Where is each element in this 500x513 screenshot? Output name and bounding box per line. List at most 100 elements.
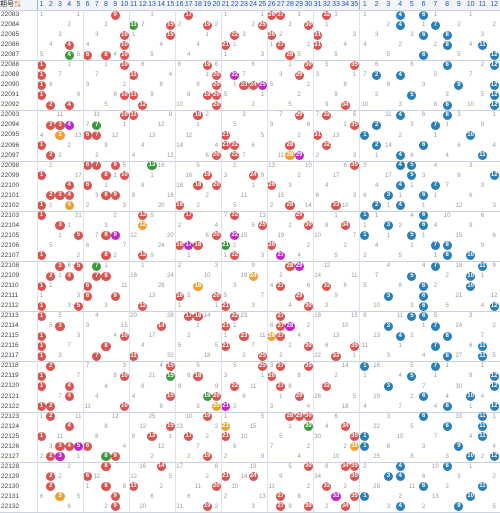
front-ball: 28 [285,321,295,331]
period-header[interactable]: 期号⇅ [0,0,37,10]
omission-count: 5 [325,62,329,69]
omission-count: 8 [159,403,163,410]
row-group-divider [0,411,500,413]
omission-count: 3 [95,32,99,39]
omission-count: 17 [176,463,183,470]
omission-count: 4 [214,222,219,229]
back-ball: 8 [442,351,452,361]
back-ball: 5 [407,311,417,321]
period-number: 22100 [1,181,20,189]
omission-count: 14 [341,363,349,370]
omission-count: 12 [130,232,137,239]
omission-count: 2 [177,263,182,270]
omission-count: 1 [177,303,182,310]
omission-count: 8 [113,92,117,99]
header-front-number: 12 [138,0,148,10]
period-number: 22084 [1,21,20,29]
omission-count: 2 [398,493,402,500]
header-front-number: 1 [37,0,47,10]
omission-count: 6 [386,443,391,450]
front-ball: 4 [64,191,74,201]
period-number: 22095 [1,131,20,139]
back-ball: 4 [395,502,405,512]
omission-count: 1 [233,162,237,169]
front-ball: 16 [175,241,185,251]
omission-count: 11 [268,483,275,490]
omission-count: 4 [398,373,402,380]
front-ball: 24 [248,271,258,281]
front-ball: 1 [37,432,47,442]
omission-count: 1 [374,212,379,219]
omission-count: 1 [214,303,219,310]
omission-count: 2 [39,453,44,460]
omission-count: 3 [386,503,391,510]
front-ball: 27 [276,331,286,341]
omission-count: 4 [95,393,99,400]
header-front-number: 14 [156,0,166,10]
omission-count: 4 [492,443,496,450]
back-ball: 6 [419,281,429,291]
omission-count: 6 [233,443,237,450]
omission-count: 6 [306,122,311,129]
back-ball: 2 [372,141,382,151]
front-ball: 30 [303,301,313,311]
omission-count: 5 [363,283,367,290]
sort-arrow-icon[interactable]: ⇅ [14,1,21,8]
omission-count: 11 [277,152,284,159]
omission-count: 1 [104,182,108,189]
back-ball: 8 [442,251,452,261]
omission-count: 4 [386,263,391,270]
omission-count: 1 [352,72,357,79]
omission-count: 2 [205,433,209,440]
period-number: 22128 [1,462,20,470]
front-ball: 5 [73,301,83,311]
front-ball: 8 [101,482,111,492]
front-ball: 6 [83,291,93,301]
back-ball: 8 [442,110,452,120]
front-ball: 1 [37,341,47,351]
omission-count: 9 [76,92,81,99]
omission-count: 2 [386,22,391,29]
front-ball: 19 [202,90,212,100]
omission-count: 5 [122,162,127,169]
omission-count: 6 [150,493,154,500]
front-ball: 21 [221,422,231,432]
front-ball: 30 [303,412,313,422]
front-ball: 34 [340,100,350,110]
omission-count: 12 [455,202,463,209]
front-ball: 20 [211,392,221,402]
front-ball: 1 [37,351,47,361]
omission-count: 4 [39,132,44,139]
omission-count: 3 [421,82,426,89]
back-ball: 4 [395,70,405,80]
omission-count: 4 [122,443,127,450]
period-number: 22098 [1,161,20,169]
omission-count: 2 [433,42,438,49]
period-number: 22121 [1,392,20,400]
back-ball: 6 [419,311,429,321]
omission-count: 10 [305,162,312,169]
front-ball: 12 [138,100,148,110]
front-ball: 3 [55,442,65,452]
column-guide [359,10,360,512]
back-ball: 11 [477,482,487,492]
front-ball: 35 [349,60,359,70]
omission-count: 16 [139,463,147,470]
omission-count: 5 [49,242,53,249]
period-number: 22113 [1,312,19,320]
front-ball: 28 [285,261,295,271]
front-ball: 15 [165,361,175,371]
omission-count: 1 [187,252,191,259]
omission-count: 4 [343,42,347,49]
omission-count: 2 [445,483,449,490]
omission-count: 5 [352,112,357,119]
omission-count: 1 [433,252,438,259]
front-ball: 21 [221,402,231,412]
back-ball: 3 [383,321,393,331]
front-ball: 30 [303,502,313,512]
front-ball: 35 [349,472,359,482]
omission-count: 28 [373,483,380,490]
back-ball: 5 [407,171,417,181]
front-ball: 18 [193,110,203,120]
